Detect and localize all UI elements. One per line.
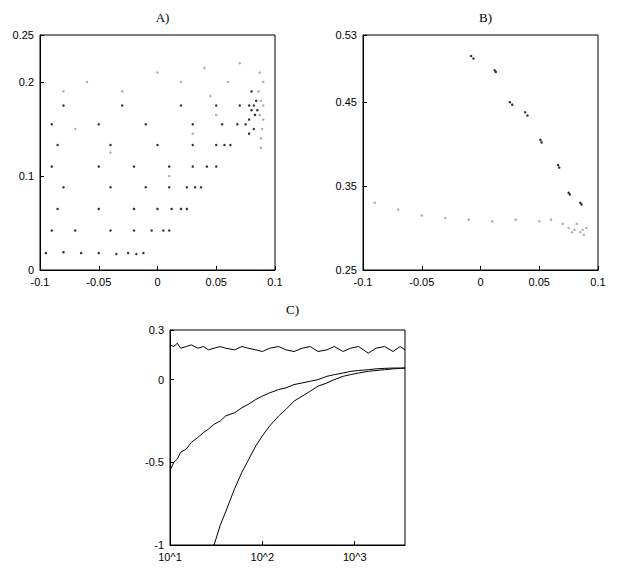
svg-text:0.1: 0.1 [590,276,605,288]
svg-text:0.2: 0.2 [19,76,34,88]
svg-text:0.3: 0.3 [149,324,164,336]
svg-text:10^2: 10^2 [251,551,275,563]
svg-text:-0.05: -0.05 [86,276,111,288]
svg-text:0.1: 0.1 [267,276,282,288]
svg-text:C): C) [286,302,299,317]
svg-text:0: 0 [154,276,160,288]
svg-text:10^1: 10^1 [158,551,182,563]
svg-text:0.25: 0.25 [336,264,357,276]
svg-text:0.53: 0.53 [336,29,357,41]
svg-text:-0.5: -0.5 [145,456,164,468]
svg-text:0.25: 0.25 [13,29,34,41]
svg-text:-0.1: -0.1 [354,276,373,288]
svg-text:-0.05: -0.05 [409,276,434,288]
svg-text:0: 0 [477,276,483,288]
svg-text:0.1: 0.1 [19,170,34,182]
svg-text:-0.1: -0.1 [31,276,50,288]
svg-text:10^3: 10^3 [343,551,367,563]
svg-text:A): A) [156,10,170,25]
svg-text:0.05: 0.05 [206,276,227,288]
svg-text:-1: -1 [154,539,164,551]
svg-text:0.35: 0.35 [336,180,357,192]
svg-text:B): B) [479,10,492,25]
svg-text:0: 0 [158,374,164,386]
svg-text:0: 0 [28,264,34,276]
svg-text:0.05: 0.05 [529,276,550,288]
svg-text:0.45: 0.45 [336,96,357,108]
